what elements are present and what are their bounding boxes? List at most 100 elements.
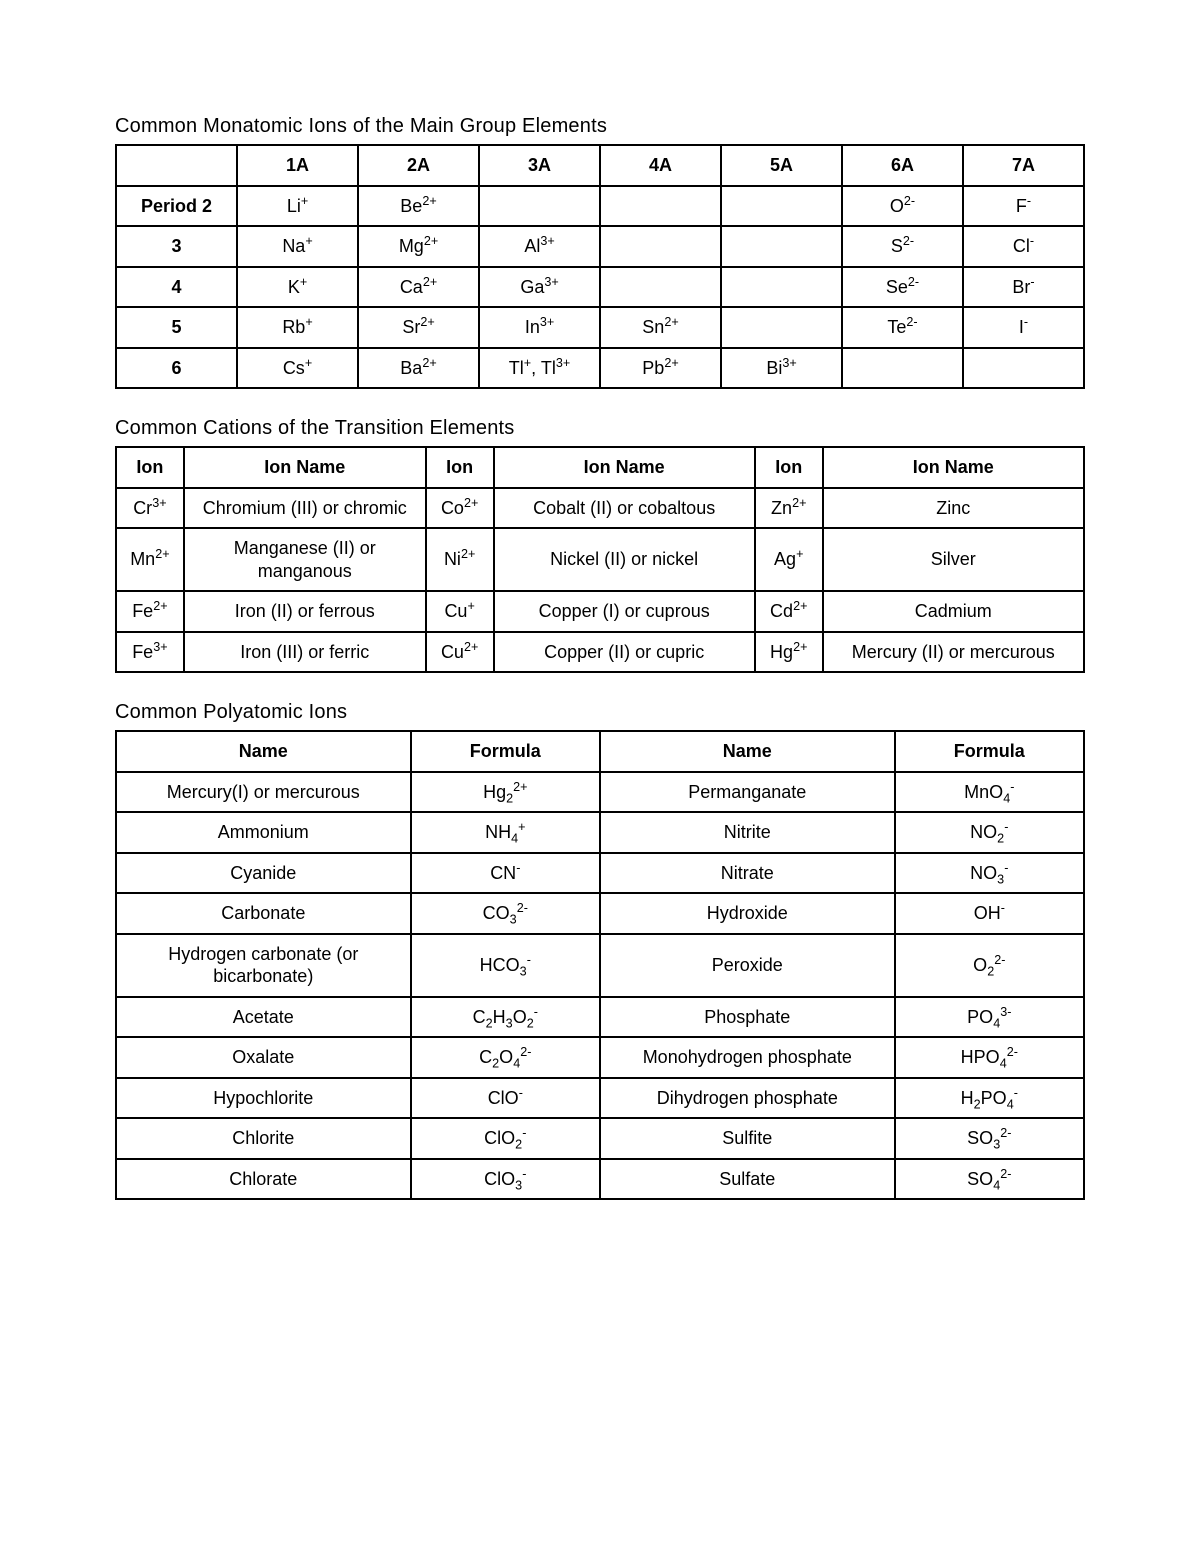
- table-cell: PO43-: [895, 997, 1084, 1038]
- ion-cell: [600, 186, 721, 227]
- table-cell: Carbonate: [116, 893, 411, 934]
- table-cell: HPO42-: [895, 1037, 1084, 1078]
- column-header: Formula: [895, 731, 1084, 772]
- table-cell: Phosphate: [600, 997, 895, 1038]
- ion-cell: In3+: [479, 307, 600, 348]
- table-cell: Peroxide: [600, 934, 895, 997]
- column-header: Ion: [755, 447, 823, 488]
- table-cell: NO2-: [895, 812, 1084, 853]
- ion-cell: Ca2+: [358, 267, 479, 308]
- row-header: Period 2: [116, 186, 237, 227]
- table-row: 3Na+Mg2+Al3+S2-Cl-: [116, 226, 1084, 267]
- table-cell: SO32-: [895, 1118, 1084, 1159]
- table-row: Mercury(I) or mercurousHg22+Permanganate…: [116, 772, 1084, 813]
- ion-cell: Bi3+: [721, 348, 842, 389]
- table-cell: Silver: [823, 528, 1084, 591]
- table-cell: Monohydrogen phosphate: [600, 1037, 895, 1078]
- table-cell: CO32-: [411, 893, 600, 934]
- table-cell: NO3-: [895, 853, 1084, 894]
- monatomic-ions-section: Common Monatomic Ions of the Main Group …: [115, 115, 1085, 389]
- table-cell: Zinc: [823, 488, 1084, 529]
- table-cell: SO42-: [895, 1159, 1084, 1200]
- ion-cell: Sr2+: [358, 307, 479, 348]
- table-cell: Fe2+: [116, 591, 184, 632]
- table-cell: Hg2+: [755, 632, 823, 673]
- table-cell: Cd2+: [755, 591, 823, 632]
- table-cell: Ammonium: [116, 812, 411, 853]
- ion-cell: Be2+: [358, 186, 479, 227]
- ion-cell: O2-: [842, 186, 963, 227]
- table-cell: Mercury(I) or mercurous: [116, 772, 411, 813]
- table-cell: Sulfate: [600, 1159, 895, 1200]
- ion-cell: [479, 186, 600, 227]
- table-cell: Copper (II) or cupric: [494, 632, 755, 673]
- table-cell: Zn2+: [755, 488, 823, 529]
- table-row: Fe3+Iron (III) or ferricCu2+Copper (II) …: [116, 632, 1084, 673]
- table-cell: Oxalate: [116, 1037, 411, 1078]
- polyatomic-ions-title: Common Polyatomic Ions: [115, 701, 1085, 724]
- column-header: Ion: [426, 447, 494, 488]
- row-header: 3: [116, 226, 237, 267]
- table-cell: Cr3+: [116, 488, 184, 529]
- ion-cell: Cs+: [237, 348, 358, 389]
- table-cell: ClO3-: [411, 1159, 600, 1200]
- column-header: Ion Name: [184, 447, 426, 488]
- ion-cell: Ba2+: [358, 348, 479, 389]
- table-cell: Copper (I) or cuprous: [494, 591, 755, 632]
- ion-cell: Br-: [963, 267, 1084, 308]
- table-row: 6Cs+Ba2+Tl+, Tl3+Pb2+Bi3+: [116, 348, 1084, 389]
- row-header: 4: [116, 267, 237, 308]
- table-row: Mn2+Manganese (II) or manganousNi2+Nicke…: [116, 528, 1084, 591]
- table-cell: Dihydrogen phosphate: [600, 1078, 895, 1119]
- table-cell: Chlorate: [116, 1159, 411, 1200]
- monatomic-ions-title: Common Monatomic Ions of the Main Group …: [115, 115, 1085, 138]
- ion-cell: K+: [237, 267, 358, 308]
- row-header: 5: [116, 307, 237, 348]
- table-cell: ClO2-: [411, 1118, 600, 1159]
- ion-cell: [600, 226, 721, 267]
- table-row: OxalateC2O42-Monohydrogen phosphateHPO42…: [116, 1037, 1084, 1078]
- table-cell: Chlorite: [116, 1118, 411, 1159]
- ion-cell: I-: [963, 307, 1084, 348]
- table-cell: Cyanide: [116, 853, 411, 894]
- table-header-row: 1A2A3A4A5A6A7A: [116, 145, 1084, 186]
- column-header: Ion Name: [494, 447, 755, 488]
- table-row: Cr3+Chromium (III) or chromicCo2+Cobalt …: [116, 488, 1084, 529]
- table-cell: Hydrogen carbonate (or bicarbonate): [116, 934, 411, 997]
- table-row: Fe2+Iron (II) or ferrousCu+Copper (I) or…: [116, 591, 1084, 632]
- table-cell: Mercury (II) or mercurous: [823, 632, 1084, 673]
- ion-cell: Na+: [237, 226, 358, 267]
- table-cell: Cu+: [426, 591, 494, 632]
- table-cell: Nickel (II) or nickel: [494, 528, 755, 591]
- table-row: AmmoniumNH4+NitriteNO2-: [116, 812, 1084, 853]
- table-row: ChloriteClO2-SulfiteSO32-: [116, 1118, 1084, 1159]
- table-row: HypochloriteClO-Dihydrogen phosphateH2PO…: [116, 1078, 1084, 1119]
- ion-cell: Pb2+: [600, 348, 721, 389]
- column-header: 2A: [358, 145, 479, 186]
- column-header: 3A: [479, 145, 600, 186]
- table-cell: Permanganate: [600, 772, 895, 813]
- table-cell: ClO-: [411, 1078, 600, 1119]
- table-cell: O22-: [895, 934, 1084, 997]
- table-cell: Cobalt (II) or cobaltous: [494, 488, 755, 529]
- ion-cell: Mg2+: [358, 226, 479, 267]
- ion-cell: S2-: [842, 226, 963, 267]
- row-header: 6: [116, 348, 237, 389]
- table-cell: CN-: [411, 853, 600, 894]
- column-header: Formula: [411, 731, 600, 772]
- ion-cell: Li+: [237, 186, 358, 227]
- table-cell: Manganese (II) or manganous: [184, 528, 426, 591]
- table-cell: Iron (III) or ferric: [184, 632, 426, 673]
- table-cell: HCO3-: [411, 934, 600, 997]
- table-cell: Hydroxide: [600, 893, 895, 934]
- table-cell: Nitrate: [600, 853, 895, 894]
- table-cell: Hg22+: [411, 772, 600, 813]
- column-header: Name: [116, 731, 411, 772]
- table-cell: Iron (II) or ferrous: [184, 591, 426, 632]
- table-cell: Cu2+: [426, 632, 494, 673]
- column-header: [116, 145, 237, 186]
- table-cell: Sulfite: [600, 1118, 895, 1159]
- ion-cell: [600, 267, 721, 308]
- table-cell: MnO4-: [895, 772, 1084, 813]
- ion-cell: Sn2+: [600, 307, 721, 348]
